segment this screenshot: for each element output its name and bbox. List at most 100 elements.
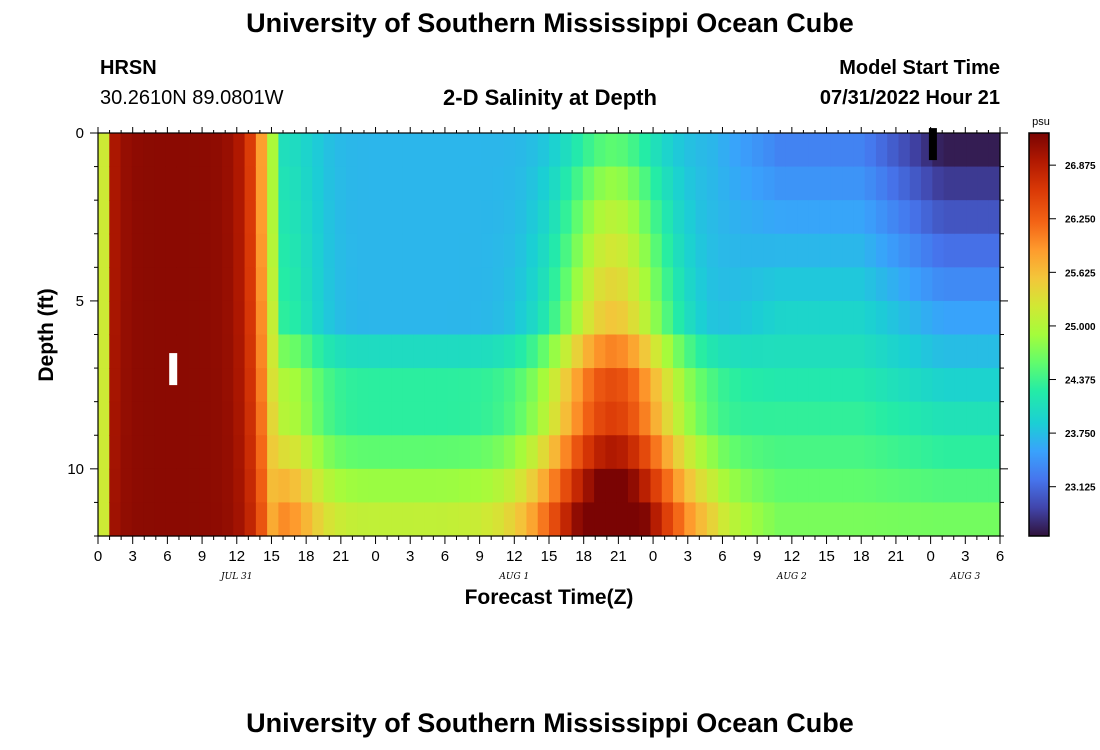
heatmap-cell <box>424 368 437 403</box>
heatmap-cell <box>582 200 595 235</box>
heatmap-cell <box>481 166 494 201</box>
heatmap-cell <box>323 200 336 235</box>
heatmap-cell <box>165 300 178 336</box>
x-day-label: JUL 31 <box>219 572 252 582</box>
heatmap-cell <box>988 502 1001 537</box>
heatmap-cell <box>413 502 426 537</box>
heatmap-cell <box>661 468 674 504</box>
heatmap-cell <box>300 401 313 436</box>
heatmap-cell <box>515 133 528 168</box>
heatmap-cell <box>300 267 313 302</box>
heatmap-cell <box>605 300 618 336</box>
heatmap-cell <box>819 334 832 369</box>
heatmap-cell <box>639 233 652 268</box>
heatmap-cell <box>977 133 990 168</box>
heatmap-cell <box>109 300 122 336</box>
heatmap-cell <box>887 300 900 336</box>
heatmap-cell <box>222 166 234 201</box>
heatmap-cell <box>830 166 843 201</box>
heatmap-markers <box>169 128 937 386</box>
heatmap-cell <box>988 233 1001 268</box>
heatmap-cell <box>797 133 809 168</box>
heatmap-cell <box>740 200 753 235</box>
heatmap-cell <box>571 233 584 268</box>
heatmap-cell <box>549 166 561 201</box>
heatmap-cell <box>278 267 291 302</box>
heatmap-cell <box>515 368 528 403</box>
heatmap-cell <box>830 267 843 302</box>
heatmap-cell <box>774 435 787 470</box>
heatmap-cell <box>537 435 550 470</box>
heatmap-cell <box>661 502 674 537</box>
heatmap-cell <box>188 300 201 336</box>
heatmap-cell <box>605 200 618 235</box>
heatmap-cell <box>853 200 866 235</box>
x-tick-label: 9 <box>753 548 761 565</box>
heatmap-cell <box>176 166 189 201</box>
x-tick-label: 21 <box>333 548 350 565</box>
heatmap-cell <box>98 435 110 470</box>
heatmap-cell <box>255 502 268 537</box>
heatmap-cell <box>120 166 133 201</box>
heatmap-cell <box>898 502 911 537</box>
heatmap-cell <box>875 468 888 504</box>
heatmap-cell <box>842 368 855 403</box>
heatmap-cell <box>176 368 189 403</box>
heatmap-cell <box>830 233 843 268</box>
heatmap-cell <box>673 133 685 168</box>
heatmap-cell <box>785 368 798 403</box>
heatmap-cell <box>763 300 776 336</box>
heatmap-cell <box>109 133 122 168</box>
heatmap-cell <box>368 468 381 504</box>
heatmap-cell <box>673 300 685 336</box>
heatmap-cell <box>176 468 189 504</box>
heatmap-cell <box>842 468 855 504</box>
heatmap-cell <box>627 435 640 470</box>
heatmap-cell <box>763 133 776 168</box>
heatmap-cell <box>751 133 764 168</box>
heatmap-cell <box>808 166 821 201</box>
heatmap-cell <box>740 468 753 504</box>
heatmap-cell <box>977 166 990 201</box>
heatmap-cell <box>278 435 291 470</box>
heatmap-cell <box>571 166 584 201</box>
heatmap-cell <box>909 435 922 470</box>
heatmap-cell <box>199 267 212 302</box>
heatmap-cell <box>875 300 888 336</box>
heatmap-cell <box>109 401 122 436</box>
heatmap-cell <box>932 200 945 235</box>
heatmap-cell <box>943 468 956 504</box>
heatmap-cell <box>932 133 945 168</box>
heatmap-cell <box>222 267 234 302</box>
heatmap-cell <box>424 502 437 537</box>
heatmap-cell <box>188 267 201 302</box>
heatmap-cell <box>120 468 133 504</box>
heatmap-cell <box>143 300 155 336</box>
heatmap-cell <box>526 368 539 403</box>
heatmap-cell <box>357 133 370 168</box>
heatmap-cell <box>154 300 167 336</box>
heatmap-cell <box>368 200 381 235</box>
heatmap-cell <box>639 468 652 504</box>
heatmap-cell <box>492 166 505 201</box>
heatmap-cell <box>222 300 234 336</box>
heatmap-cell <box>503 300 516 336</box>
heatmap-cell <box>289 334 302 369</box>
heatmap-cell <box>605 267 618 302</box>
heatmap-cell <box>154 133 167 168</box>
heatmap-cell <box>695 267 708 302</box>
heatmap-cell <box>255 368 268 403</box>
heatmap-cell <box>98 502 110 537</box>
heatmap-cell <box>875 502 888 537</box>
heatmap-cell <box>718 233 730 268</box>
heatmap-cell <box>740 267 753 302</box>
heatmap-cell <box>785 300 798 336</box>
heatmap-cell <box>909 468 922 504</box>
heatmap-cell <box>503 502 516 537</box>
heatmap-cell <box>864 300 877 336</box>
heatmap-cell <box>864 267 877 302</box>
heatmap-cell <box>830 200 843 235</box>
heatmap-cell <box>842 233 855 268</box>
heatmap-cell <box>921 401 933 436</box>
heatmap-cell <box>560 401 573 436</box>
